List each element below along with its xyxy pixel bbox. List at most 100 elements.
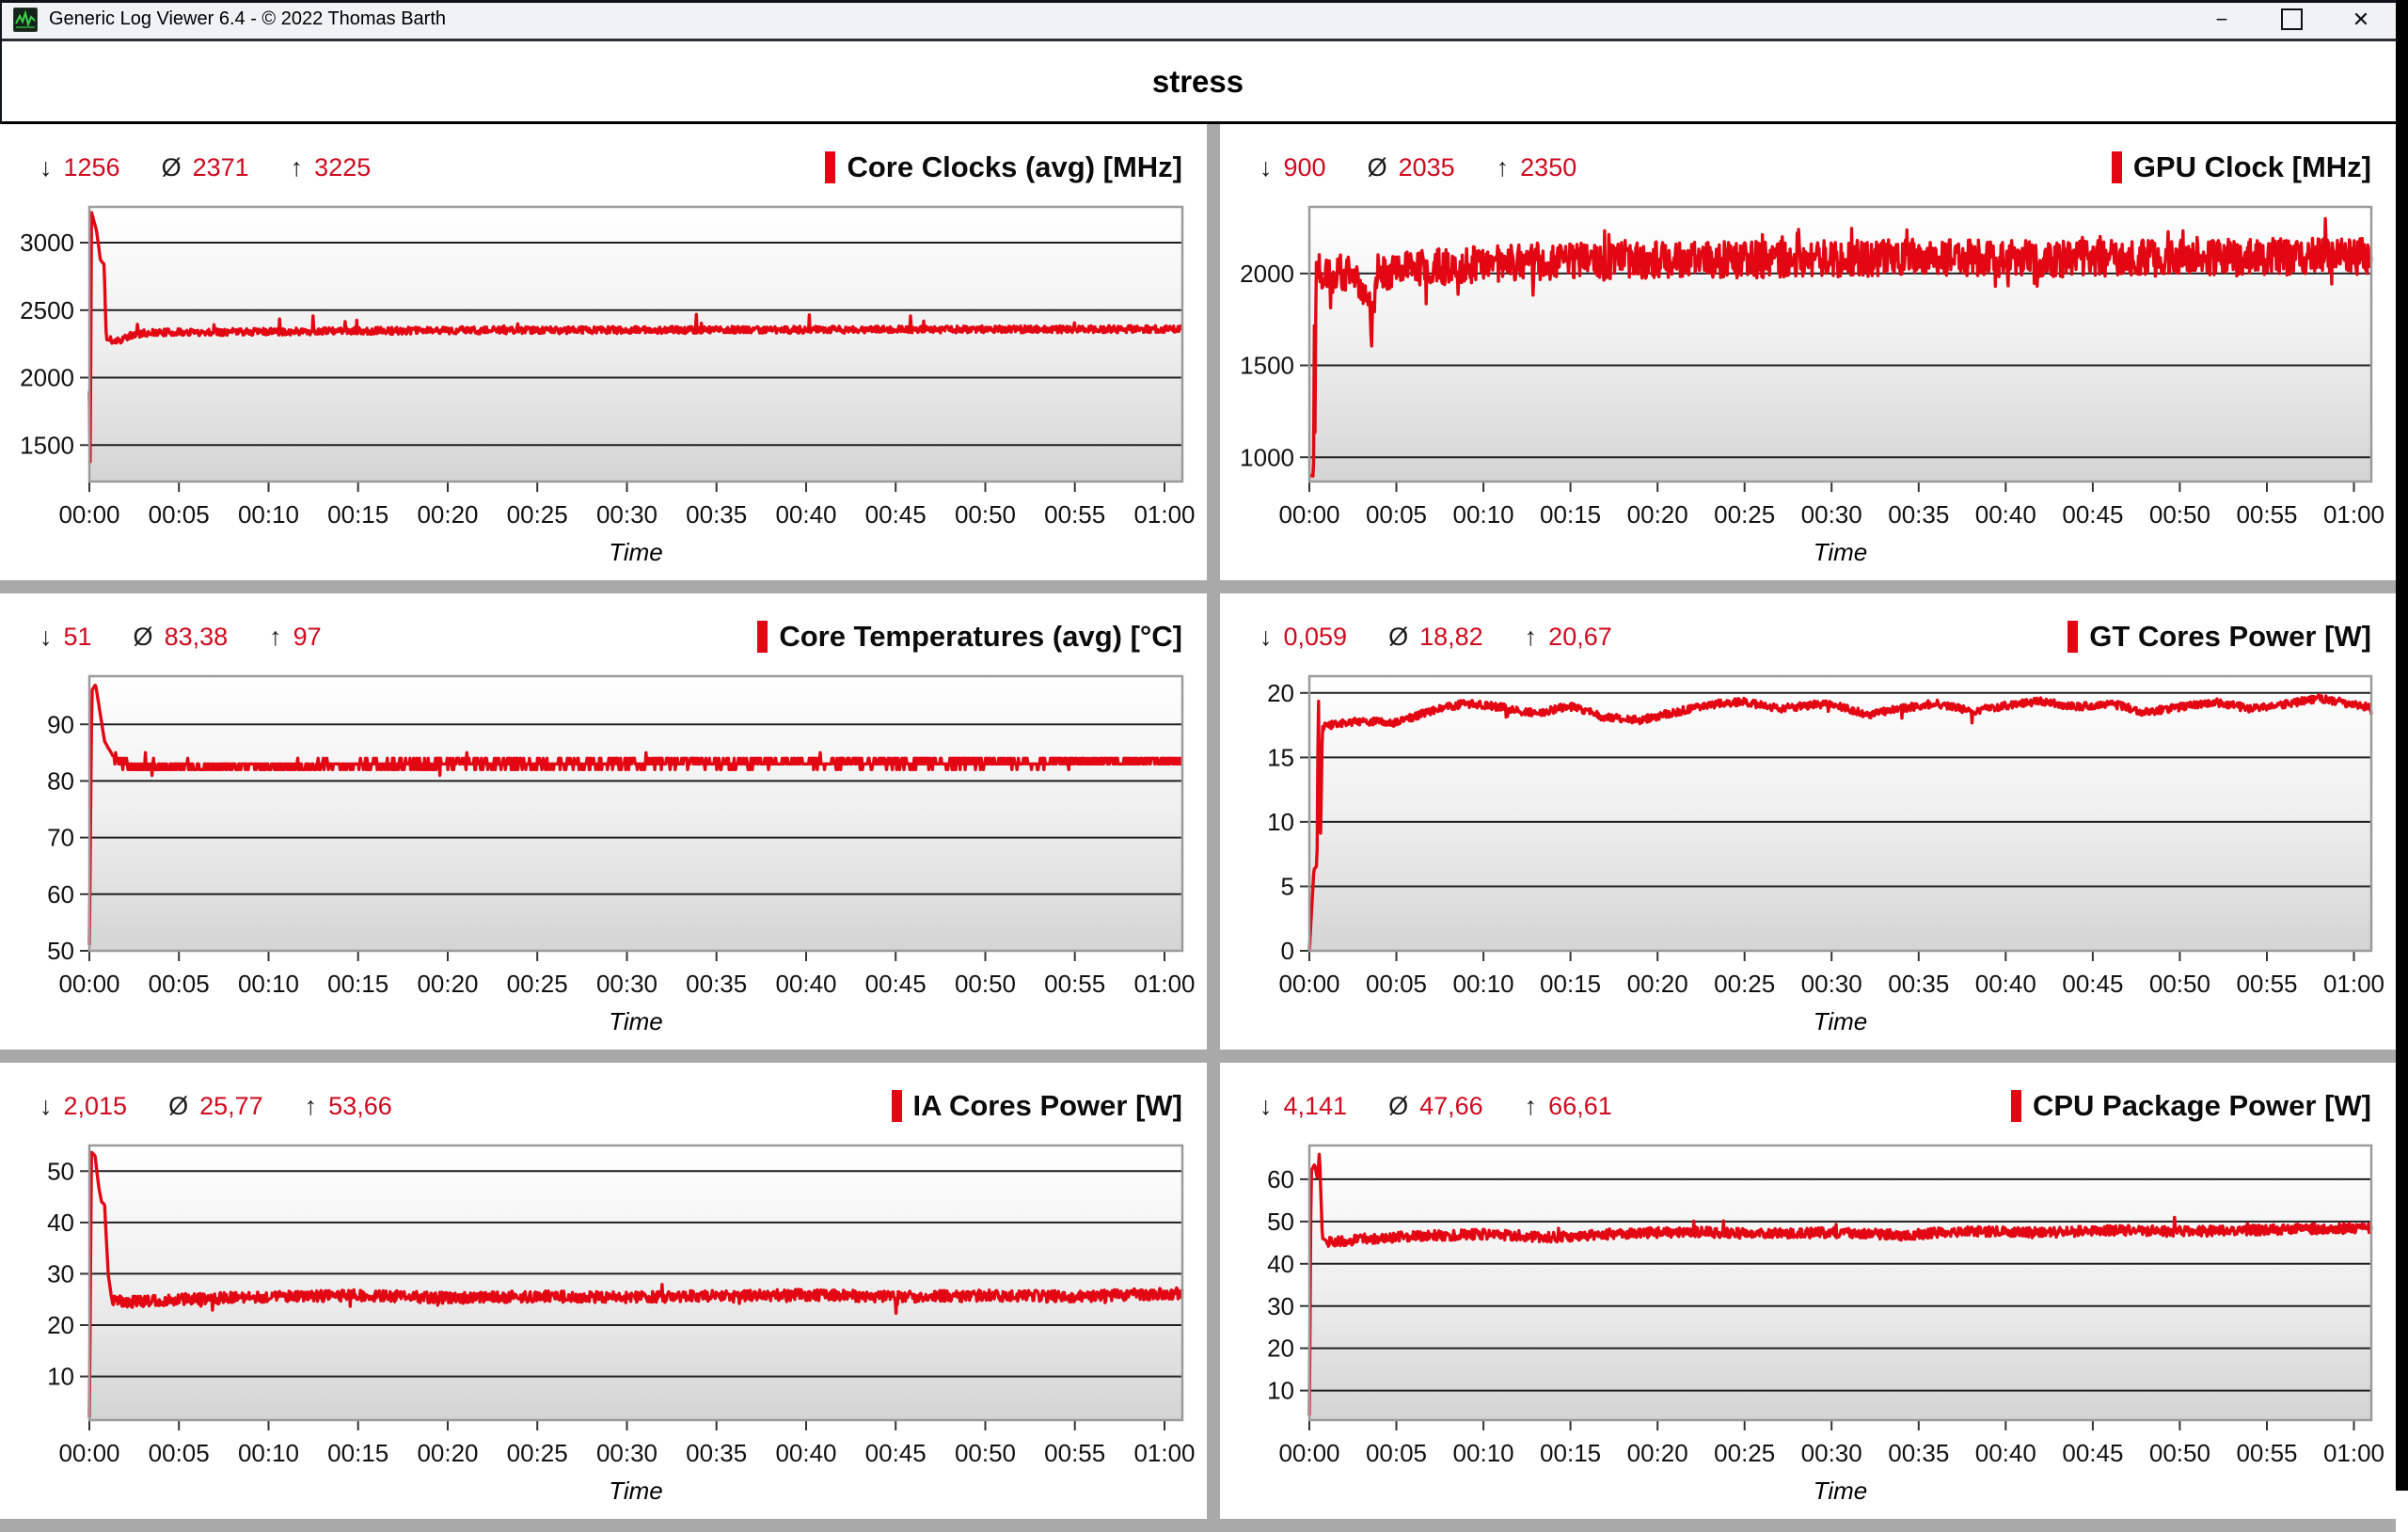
min-arrow-icon: ↓ (1259, 1091, 1273, 1120)
svg-text:00:40: 00:40 (775, 500, 836, 529)
min-arrow-icon: ↓ (1259, 152, 1273, 182)
max-arrow-icon: ↑ (304, 1091, 318, 1120)
series-color-marker-icon (825, 151, 836, 183)
chart-plot[interactable]: 10 20 30 40 50 00:00 00:05 00:10 00:15 00:20 00:25… (0, 1125, 1207, 1519)
svg-text:00:55: 00:55 (2236, 1439, 2297, 1467)
avg-diameter-icon: Ø (168, 1091, 189, 1120)
svg-text:00:00: 00:00 (58, 1439, 119, 1467)
svg-text:50: 50 (47, 1157, 74, 1185)
svg-text:00:00: 00:00 (1278, 970, 1339, 998)
svg-text:00:45: 00:45 (865, 500, 927, 529)
svg-text:1000: 1000 (1240, 443, 1294, 471)
svg-text:00:25: 00:25 (507, 1439, 568, 1467)
series-color-marker-icon (891, 1090, 902, 1122)
svg-text:00:35: 00:35 (686, 500, 747, 529)
svg-text:2000: 2000 (20, 364, 74, 392)
svg-text:00:35: 00:35 (1888, 970, 1949, 998)
app-icon (13, 7, 38, 32)
svg-text:00:30: 00:30 (596, 500, 657, 529)
titlebar-divider (0, 39, 2396, 41)
svg-text:1500: 1500 (20, 431, 74, 459)
avg-diameter-icon: Ø (161, 152, 182, 182)
max-arrow-icon: ↑ (290, 152, 304, 182)
svg-text:10: 10 (1267, 808, 1294, 836)
avg-diameter-icon: Ø (1388, 1091, 1409, 1120)
chart-title-text: CPU Package Power [W] (2032, 1089, 2371, 1122)
chart-title: CPU Package Power [W] (2010, 1089, 2371, 1123)
svg-text:15: 15 (1267, 744, 1294, 772)
chart-panel-ia-cores-power: ↓ 2,015 Ø 25,77 ↑ 53,66 IA Cores Power [… (0, 1063, 1207, 1519)
svg-text:60: 60 (1267, 1165, 1294, 1193)
svg-text:00:45: 00:45 (2062, 1439, 2123, 1467)
chart-plot[interactable]: 50 60 70 80 90 00:00 00:05 00:10 00:15 00:20 00:25… (0, 655, 1207, 1050)
maximize-button[interactable] (2257, 0, 2326, 39)
svg-text:0: 0 (1281, 937, 1294, 965)
svg-text:00:20: 00:20 (1627, 500, 1688, 529)
stat-avg-value: 2035 (1398, 152, 1455, 182)
maximize-icon (2280, 8, 2303, 30)
desktop-right-strip (2396, 0, 2408, 1491)
svg-text:01:00: 01:00 (1133, 970, 1195, 998)
svg-text:00:50: 00:50 (2149, 500, 2210, 529)
svg-text:00:40: 00:40 (1975, 970, 2036, 998)
svg-text:40: 40 (47, 1208, 74, 1237)
svg-text:Time: Time (1814, 1007, 1868, 1035)
svg-text:00:15: 00:15 (1540, 500, 1601, 529)
svg-text:00:20: 00:20 (1627, 1439, 1688, 1467)
svg-text:00:50: 00:50 (955, 970, 1016, 998)
svg-text:00:25: 00:25 (1714, 970, 1775, 998)
svg-text:00:15: 00:15 (327, 970, 388, 998)
svg-text:5: 5 (1281, 873, 1294, 901)
chart-plot[interactable]: 1000 1500 2000 00:00 00:05 00:10 00:15 00:20 00:… (1220, 186, 2396, 580)
stat-max-value: 53,66 (328, 1091, 392, 1120)
stat-avg-value: 25,77 (199, 1091, 263, 1120)
minimize-button[interactable]: − (2187, 0, 2257, 39)
avg-diameter-icon: Ø (1388, 622, 1409, 651)
svg-text:20: 20 (1267, 679, 1294, 707)
series-color-marker-icon (2067, 621, 2079, 653)
chart-header: ↓ 0,059 Ø 18,82 ↑ 20,67 GT Cores Power [… (1220, 618, 2396, 655)
svg-text:00:10: 00:10 (1453, 500, 1514, 529)
chart-stats: ↓ 51 Ø 83,38 ↑ 97 (40, 623, 363, 652)
close-button[interactable]: ✕ (2326, 0, 2396, 39)
avg-diameter-icon: Ø (133, 622, 153, 651)
stat-min-value: 4,141 (1283, 1091, 1348, 1120)
stat-avg-value: 2371 (192, 152, 249, 182)
chart-title: Core Temperatures (avg) [°C] (757, 620, 1182, 654)
chart-plot[interactable]: 10 20 30 40 50 60 00:00 00:05 00:10 00:15 00:20 00:… (1220, 1125, 2396, 1519)
chart-plot[interactable]: 1500 2000 2500 3000 00:00 00:05 00:10 00:15 00:2… (0, 186, 1207, 580)
svg-text:Time: Time (1814, 1477, 1868, 1505)
svg-text:00:15: 00:15 (1540, 970, 1601, 998)
svg-text:00:30: 00:30 (1801, 970, 1862, 998)
stat-max-value: 3225 (314, 152, 372, 182)
svg-text:20: 20 (47, 1311, 74, 1339)
chart-title-text: Core Clocks (avg) [MHz] (847, 150, 1182, 183)
svg-text:00:45: 00:45 (865, 1439, 927, 1467)
stat-max-value: 66,61 (1548, 1091, 1612, 1120)
svg-text:01:00: 01:00 (2323, 1439, 2384, 1467)
chart-panel-cpu-package-power: ↓ 4,141 Ø 47,66 ↑ 66,61 CPU Package Powe… (1220, 1063, 2396, 1519)
svg-text:00:15: 00:15 (327, 500, 388, 529)
svg-text:00:05: 00:05 (149, 1439, 210, 1467)
document-title-band: stress (0, 41, 2396, 121)
svg-text:40: 40 (1267, 1250, 1294, 1278)
svg-text:00:05: 00:05 (149, 970, 210, 998)
svg-text:00:25: 00:25 (507, 970, 568, 998)
stat-min-value: 900 (1283, 152, 1326, 182)
svg-text:00:00: 00:00 (1278, 500, 1339, 529)
series-color-marker-icon (2111, 151, 2122, 183)
max-arrow-icon: ↑ (1524, 1091, 1538, 1120)
chart-title-text: GT Cores Power [W] (2089, 620, 2371, 653)
series-color-marker-icon (757, 621, 768, 653)
svg-text:00:55: 00:55 (1044, 970, 1105, 998)
chart-title-text: Core Temperatures (avg) [°C] (779, 620, 1182, 653)
svg-text:01:00: 01:00 (1133, 500, 1195, 529)
svg-text:00:20: 00:20 (1627, 970, 1688, 998)
min-arrow-icon: ↓ (40, 622, 53, 651)
window-titlebar[interactable]: Generic Log Viewer 6.4 - © 2022 Thomas B… (0, 0, 2396, 39)
stat-max-value: 20,67 (1548, 622, 1612, 651)
chart-plot[interactable]: 0 5 10 15 20 00:00 00:05 00:10 00:15 00:20 00:25 00… (1220, 655, 2396, 1050)
svg-text:00:35: 00:35 (1888, 1439, 1949, 1467)
chart-stats: ↓ 0,059 Ø 18,82 ↑ 20,67 (1259, 623, 1654, 652)
chart-stats: ↓ 2,015 Ø 25,77 ↑ 53,66 (40, 1092, 434, 1121)
